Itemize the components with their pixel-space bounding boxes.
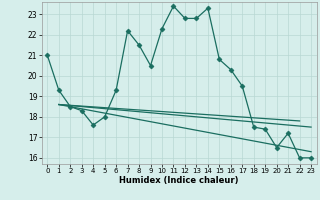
X-axis label: Humidex (Indice chaleur): Humidex (Indice chaleur) xyxy=(119,176,239,185)
